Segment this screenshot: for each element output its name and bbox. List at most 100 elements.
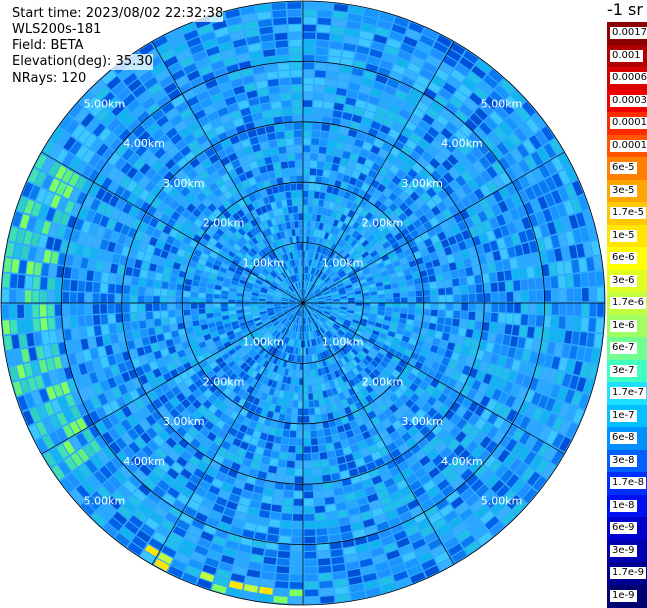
beta-bin — [281, 93, 291, 100]
beta-bin — [221, 299, 227, 303]
beta-bin — [491, 293, 498, 302]
beta-bin — [78, 293, 85, 303]
beta-bin — [291, 559, 303, 566]
beta-bin — [324, 101, 334, 109]
beta-bin — [314, 93, 324, 100]
beta-bin — [292, 85, 302, 92]
beta-bin — [280, 86, 290, 93]
beta-bin — [304, 507, 314, 514]
beta-bin — [271, 505, 281, 513]
beta-bin — [303, 206, 307, 213]
beta-bin — [221, 295, 228, 299]
ring-label: 5.00km — [84, 495, 126, 508]
beta-bin — [567, 303, 574, 315]
beta-bin — [319, 581, 332, 588]
beta-bin — [320, 452, 328, 459]
beta-bin — [315, 184, 321, 191]
beta-bin — [214, 299, 221, 303]
colorbar-level-label: 6e-7 — [610, 342, 637, 354]
beta-bin — [198, 298, 205, 303]
beta-bin — [378, 294, 385, 298]
beta-bin — [436, 273, 443, 280]
beta-bin — [70, 292, 77, 303]
beta-bin — [214, 308, 221, 312]
beta-bin — [277, 558, 289, 565]
beta-bin — [229, 296, 236, 300]
beta-bin — [422, 316, 429, 322]
beta-bin — [536, 278, 543, 289]
beta-bin — [294, 130, 302, 137]
beta-bin — [307, 214, 311, 221]
beta-bin — [229, 300, 235, 303]
beta-bin — [115, 294, 122, 303]
beta-bin — [320, 131, 329, 138]
beta-bin — [279, 536, 290, 543]
beta-bin — [408, 291, 415, 297]
beta-bin — [214, 304, 221, 308]
beta-bin — [270, 94, 280, 102]
beta-bin — [270, 458, 278, 466]
beta-bin — [303, 100, 312, 107]
beta-bin — [288, 10, 302, 17]
beta-bin — [303, 55, 314, 62]
beta-bin — [70, 280, 77, 291]
beta-bin — [446, 287, 453, 294]
beta-bin — [303, 146, 310, 153]
beta-bin — [438, 310, 445, 317]
beta-bin — [461, 311, 468, 319]
beta-bin — [512, 269, 520, 280]
beta-bin — [303, 191, 308, 198]
beta-bin — [429, 323, 436, 330]
beta-bin — [303, 70, 314, 77]
beta-bin — [146, 304, 153, 311]
beta-bin — [499, 303, 506, 312]
beta-bin — [94, 271, 102, 281]
beta-bin — [476, 303, 483, 311]
beta-bin — [484, 293, 491, 302]
beta-bin — [303, 78, 313, 85]
beta-bin — [292, 93, 302, 100]
beta-bin — [320, 588, 334, 595]
beta-bin — [288, 161, 295, 168]
beta-bin — [312, 461, 320, 468]
beta-bin — [229, 303, 236, 306]
beta-bin — [163, 325, 170, 332]
beta-bin — [287, 400, 292, 407]
beta-bin — [506, 314, 513, 324]
beta-bin — [115, 304, 122, 313]
beta-bin — [529, 291, 536, 302]
beta-bin — [48, 278, 55, 290]
beta-bin — [244, 303, 250, 306]
beta-bin — [386, 294, 393, 298]
beta-bin — [468, 285, 475, 293]
beta-bin — [430, 282, 437, 289]
beta-bin — [280, 528, 291, 535]
beta-bin — [199, 293, 206, 298]
beta-bin — [527, 327, 535, 338]
beta-bin — [522, 303, 529, 313]
beta-bin — [169, 317, 176, 324]
beta-bin — [289, 590, 303, 597]
beta-bin — [393, 293, 400, 298]
beta-bin — [276, 429, 283, 436]
beta-bin — [270, 512, 281, 520]
beta-bin — [293, 401, 298, 408]
beta-bin — [408, 314, 415, 320]
beta-bin — [2, 289, 9, 303]
beta-bin — [416, 290, 423, 296]
beta-bin — [303, 130, 311, 137]
beta-bin — [514, 292, 521, 302]
beta-bin — [161, 296, 168, 303]
colorbar-level-label: 3e-9 — [610, 545, 637, 557]
colorbar-level-label: 0.0001 — [610, 140, 647, 152]
beta-bin — [314, 85, 324, 92]
beta-bin — [32, 305, 39, 318]
beta-bin — [291, 567, 303, 574]
ring-label: 1.00km — [242, 256, 284, 269]
beta-bin — [566, 317, 573, 330]
beta-bin — [191, 286, 198, 292]
beta-bin — [422, 283, 429, 290]
beta-bin — [289, 32, 302, 39]
beta-bin — [93, 315, 100, 325]
beta-bin — [176, 297, 183, 303]
